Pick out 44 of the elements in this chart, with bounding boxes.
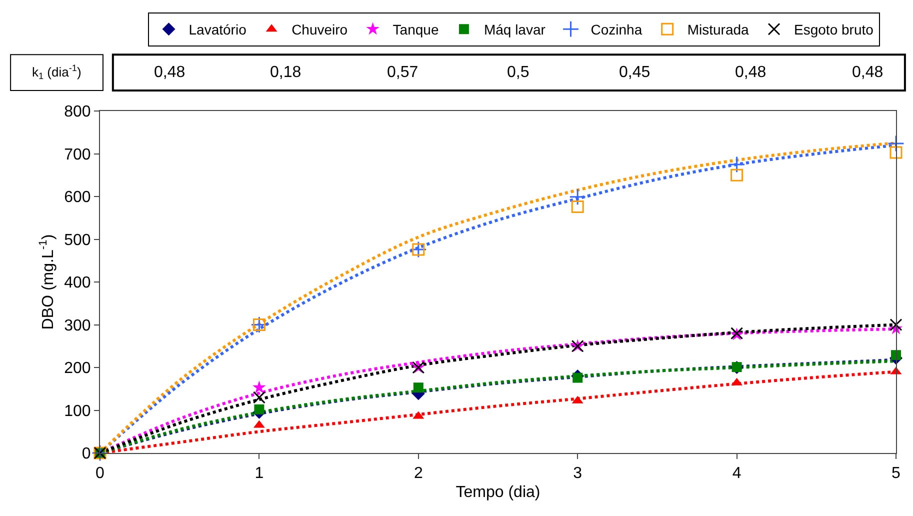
point <box>571 200 584 214</box>
x-tick-label: 0 <box>96 465 105 482</box>
point <box>413 382 424 393</box>
x-tick-label: 2 <box>414 465 423 482</box>
point <box>572 372 583 383</box>
y-tick-label: 600 <box>64 189 91 206</box>
legend-label: Tanque <box>392 22 439 38</box>
x-tick-label: 1 <box>254 465 264 482</box>
point <box>252 391 266 404</box>
point <box>891 350 901 360</box>
point <box>728 156 746 173</box>
legend-label: Esgoto bruto <box>794 22 874 38</box>
y-tick-label: 100 <box>64 402 91 420</box>
text: 0,45 <box>619 64 650 81</box>
y-tick-label: 200 <box>64 360 91 378</box>
legend-label: Chuveiro <box>292 22 348 38</box>
x-tick-label: 3 <box>573 465 582 482</box>
point <box>890 318 902 331</box>
point <box>890 146 902 159</box>
point <box>252 380 266 394</box>
point <box>569 188 586 206</box>
y-tick-label: 800 <box>64 104 91 121</box>
point <box>254 404 264 414</box>
text: k$_{1}$ (dia$^{-1}$) <box>32 63 82 82</box>
x-tick-label: 4 <box>732 465 742 482</box>
text: 0,48 <box>735 64 766 81</box>
legend-label: Cozinha <box>590 22 642 38</box>
text: 0,5 <box>507 64 530 81</box>
y-tick-label: 400 <box>64 274 91 292</box>
legend-label: Lavatório <box>188 22 247 38</box>
text: 0,18 <box>270 64 302 81</box>
point <box>730 168 744 182</box>
text: 0,57 <box>387 64 418 81</box>
x-tick-label: 5 <box>892 465 901 482</box>
point <box>888 135 904 152</box>
y-tick-label: 300 <box>64 317 91 334</box>
x-axis-title: Tempo (dia) <box>456 484 540 501</box>
y-tick-label: 700 <box>64 146 91 164</box>
text: 0,48 <box>852 64 884 81</box>
text: 0,48 <box>154 64 186 81</box>
legend-label: Misturada <box>687 22 750 38</box>
legend-label: Máq lavar <box>484 22 546 38</box>
y-tick-label: 500 <box>64 232 91 249</box>
y-tick-label: 0 <box>82 446 91 463</box>
